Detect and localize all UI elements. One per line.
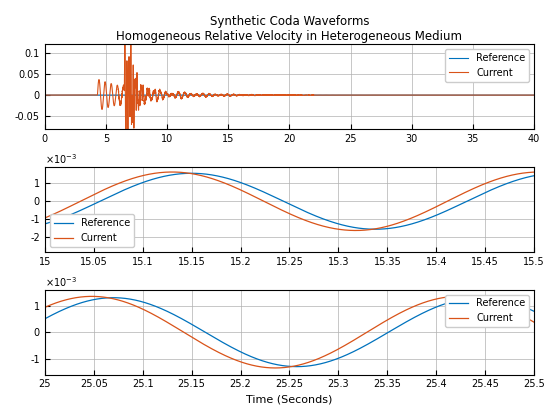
Line: Current: Current xyxy=(45,172,534,231)
Current xyxy=(127,301,133,306)
Reference xyxy=(44,92,50,97)
Current xyxy=(127,177,133,182)
Current xyxy=(531,320,538,325)
Reference xyxy=(250,355,257,360)
Current xyxy=(44,92,50,97)
Reference xyxy=(521,305,528,310)
Text: $\times10^{-3}$: $\times10^{-3}$ xyxy=(45,152,77,166)
Current xyxy=(229,184,236,189)
Line: Reference: Reference xyxy=(45,173,534,229)
Reference xyxy=(469,196,475,201)
Legend: Reference, Current: Reference, Current xyxy=(50,214,134,247)
Reference xyxy=(469,296,475,301)
Current xyxy=(138,83,144,88)
Current xyxy=(250,363,257,368)
Current xyxy=(521,315,528,320)
Current xyxy=(250,194,257,199)
Current xyxy=(71,92,77,97)
Current xyxy=(41,92,48,97)
Reference xyxy=(505,92,511,97)
Current xyxy=(128,34,134,39)
Current xyxy=(97,294,104,299)
Current xyxy=(531,92,538,97)
Line: Current: Current xyxy=(45,297,534,368)
Current xyxy=(41,305,48,310)
Reference xyxy=(188,171,195,176)
Current xyxy=(272,365,279,370)
Reference xyxy=(41,316,48,321)
Reference xyxy=(41,92,48,97)
Reference xyxy=(97,198,104,203)
Current xyxy=(521,171,528,176)
Reference xyxy=(137,92,144,97)
Current xyxy=(62,92,68,97)
Reference xyxy=(531,173,538,178)
Line: Current: Current xyxy=(45,37,534,147)
Reference xyxy=(41,221,48,226)
Title: Synthetic Coda Waveforms
Homogeneous Relative Velocity in Heterogeneous Medium: Synthetic Coda Waveforms Homogeneous Rel… xyxy=(116,15,463,43)
Current xyxy=(469,186,475,192)
Current xyxy=(169,170,175,175)
Reference xyxy=(477,295,484,300)
Current xyxy=(41,215,48,220)
Line: Reference: Reference xyxy=(45,298,534,367)
Reference xyxy=(293,364,300,369)
Reference xyxy=(229,345,236,350)
Current xyxy=(88,294,95,299)
Reference xyxy=(229,177,236,182)
Reference xyxy=(71,92,77,97)
Reference xyxy=(531,92,538,97)
Reference xyxy=(97,296,104,301)
X-axis label: Time (Seconds): Time (Seconds) xyxy=(246,395,333,405)
Current xyxy=(505,92,512,97)
Reference xyxy=(127,185,133,190)
Current xyxy=(229,356,236,361)
Legend: Reference, Current: Reference, Current xyxy=(445,294,529,327)
Reference xyxy=(521,175,528,180)
Current xyxy=(531,170,538,175)
Legend: Reference, Current: Reference, Current xyxy=(445,49,529,81)
Reference xyxy=(250,185,257,190)
Current xyxy=(469,295,475,300)
Text: $\times10^{-3}$: $\times10^{-3}$ xyxy=(45,275,77,289)
Current xyxy=(352,228,359,233)
Reference xyxy=(127,297,133,302)
Reference xyxy=(531,309,538,314)
Reference xyxy=(62,92,68,97)
Reference xyxy=(372,227,379,232)
Current xyxy=(97,189,104,194)
Current xyxy=(123,145,129,150)
Current xyxy=(281,93,287,98)
Reference xyxy=(281,92,287,97)
